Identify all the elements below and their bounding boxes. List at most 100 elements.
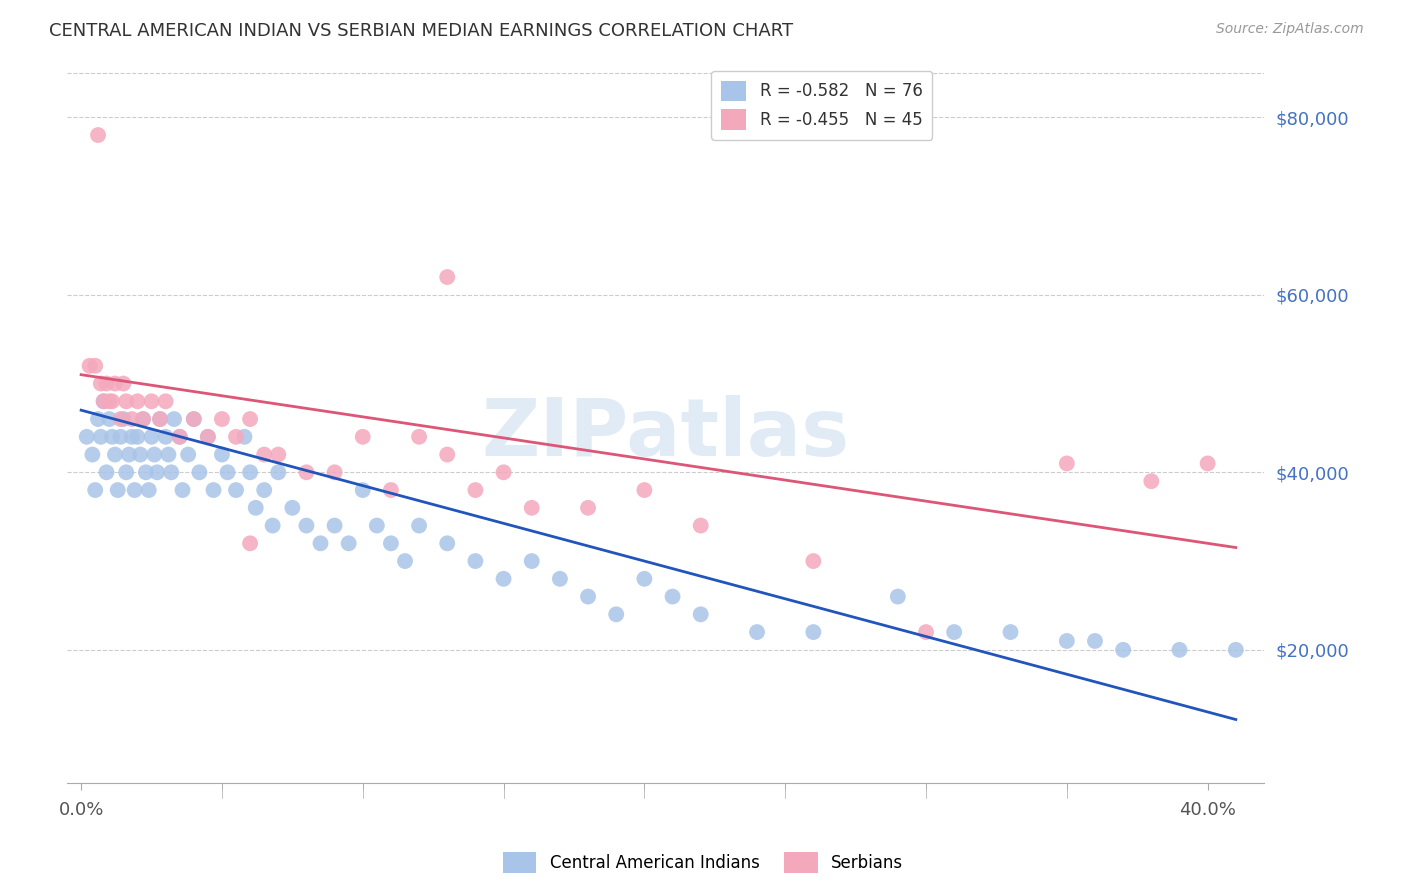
Point bbox=[253, 448, 276, 462]
Point bbox=[1084, 634, 1107, 648]
Point bbox=[160, 465, 183, 479]
Point bbox=[245, 500, 267, 515]
Point bbox=[1140, 474, 1163, 488]
Text: ZIPatlas: ZIPatlas bbox=[481, 394, 849, 473]
Point bbox=[149, 412, 172, 426]
Point bbox=[132, 412, 155, 426]
Point bbox=[143, 448, 166, 462]
Point bbox=[323, 465, 346, 479]
Point bbox=[281, 500, 304, 515]
Point bbox=[115, 394, 138, 409]
Point bbox=[436, 536, 458, 550]
Point bbox=[661, 590, 683, 604]
Text: CENTRAL AMERICAN INDIAN VS SERBIAN MEDIAN EARNINGS CORRELATION CHART: CENTRAL AMERICAN INDIAN VS SERBIAN MEDIA… bbox=[49, 22, 793, 40]
Point bbox=[110, 430, 132, 444]
Point bbox=[233, 430, 256, 444]
Point bbox=[177, 448, 200, 462]
Point bbox=[141, 430, 163, 444]
Text: Source: ZipAtlas.com: Source: ZipAtlas.com bbox=[1216, 22, 1364, 37]
Point bbox=[155, 430, 177, 444]
Point bbox=[211, 448, 233, 462]
Legend: R = -0.582   N = 76, R = -0.455   N = 45: R = -0.582 N = 76, R = -0.455 N = 45 bbox=[711, 70, 932, 140]
Point bbox=[492, 465, 515, 479]
Point bbox=[84, 359, 107, 373]
Point bbox=[380, 483, 402, 497]
Point bbox=[101, 394, 124, 409]
Point bbox=[84, 483, 107, 497]
Point bbox=[146, 465, 169, 479]
Point bbox=[169, 430, 191, 444]
Point bbox=[155, 394, 177, 409]
Point bbox=[121, 412, 143, 426]
Point bbox=[1225, 643, 1247, 657]
Point bbox=[352, 483, 374, 497]
Point bbox=[76, 430, 98, 444]
Point bbox=[197, 430, 219, 444]
Point bbox=[464, 483, 486, 497]
Point bbox=[745, 625, 768, 640]
Point bbox=[520, 554, 543, 568]
Point bbox=[96, 376, 118, 391]
Point bbox=[1112, 643, 1135, 657]
Point bbox=[141, 394, 163, 409]
Point bbox=[135, 465, 157, 479]
Point bbox=[225, 483, 247, 497]
Point bbox=[605, 607, 627, 622]
Point bbox=[408, 518, 430, 533]
Point bbox=[239, 465, 262, 479]
Point bbox=[112, 412, 135, 426]
Point bbox=[197, 430, 219, 444]
Point bbox=[801, 554, 824, 568]
Point bbox=[239, 412, 262, 426]
Point bbox=[107, 483, 129, 497]
Point bbox=[689, 607, 711, 622]
Point bbox=[380, 536, 402, 550]
Point bbox=[132, 412, 155, 426]
Point bbox=[104, 376, 127, 391]
Point bbox=[239, 536, 262, 550]
Point bbox=[112, 376, 135, 391]
Point bbox=[633, 572, 655, 586]
Point bbox=[915, 625, 938, 640]
Point bbox=[129, 448, 152, 462]
Point bbox=[121, 430, 143, 444]
Point bbox=[366, 518, 388, 533]
Point bbox=[337, 536, 360, 550]
Point bbox=[1056, 457, 1078, 471]
Point bbox=[172, 483, 194, 497]
Point bbox=[104, 448, 127, 462]
Point bbox=[217, 465, 239, 479]
Point bbox=[464, 554, 486, 568]
Point bbox=[309, 536, 332, 550]
Point bbox=[548, 572, 571, 586]
Point bbox=[323, 518, 346, 533]
Point bbox=[211, 412, 233, 426]
Point bbox=[87, 128, 110, 142]
Point bbox=[295, 518, 318, 533]
Legend: Central American Indians, Serbians: Central American Indians, Serbians bbox=[496, 846, 910, 880]
Point bbox=[124, 483, 146, 497]
Point bbox=[163, 412, 186, 426]
Point bbox=[188, 465, 211, 479]
Point bbox=[202, 483, 225, 497]
Point bbox=[633, 483, 655, 497]
Point bbox=[576, 590, 599, 604]
Point bbox=[253, 483, 276, 497]
Point bbox=[689, 518, 711, 533]
Point bbox=[436, 448, 458, 462]
Point bbox=[98, 394, 121, 409]
Point bbox=[101, 430, 124, 444]
Point bbox=[149, 412, 172, 426]
Point bbox=[520, 500, 543, 515]
Point bbox=[127, 394, 149, 409]
Point bbox=[96, 465, 118, 479]
Point bbox=[90, 376, 112, 391]
Point bbox=[90, 430, 112, 444]
Point bbox=[887, 590, 910, 604]
Point bbox=[1197, 457, 1219, 471]
Point bbox=[183, 412, 205, 426]
Point bbox=[82, 448, 104, 462]
Point bbox=[169, 430, 191, 444]
Point bbox=[1056, 634, 1078, 648]
Point bbox=[79, 359, 101, 373]
